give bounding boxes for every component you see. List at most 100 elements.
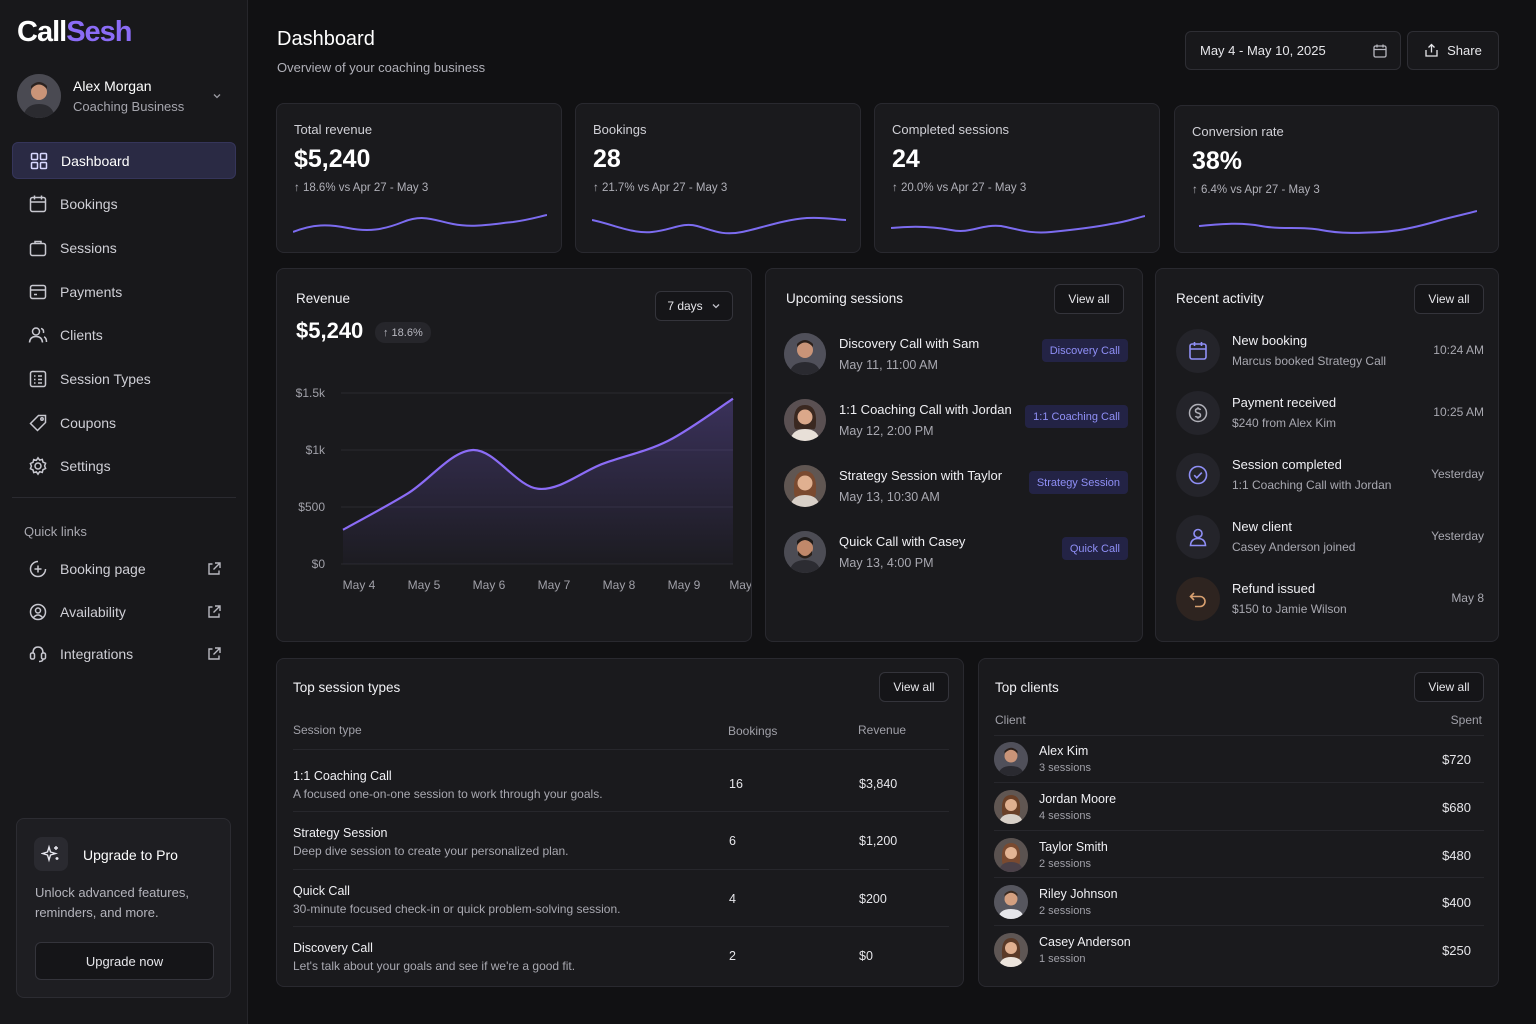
external-link-icon xyxy=(208,647,221,660)
availability-icon xyxy=(29,603,47,620)
column-header-revenue: Revenue xyxy=(858,723,907,737)
stat-change: ↑ 21.7% vs Apr 27 - May 3 xyxy=(593,182,728,194)
divider xyxy=(12,497,236,498)
table-row[interactable]: 1:1 Coaching Call A focused one-on-one s… xyxy=(293,769,898,801)
nav-item-dashboard[interactable]: Dashboard xyxy=(12,142,236,179)
list-item[interactable]: New client Casey Anderson joined Yesterd… xyxy=(1176,515,1484,559)
upgrade-now-button[interactable]: Upgrade now xyxy=(35,942,214,980)
tag-icon xyxy=(29,414,47,432)
table-row[interactable]: Jordan Moore 4 sessions $680 xyxy=(994,790,1484,826)
x-tick-label: May 6 xyxy=(473,578,506,592)
nav-item-coupons[interactable]: Coupons xyxy=(12,404,236,441)
divider xyxy=(994,830,1484,831)
table-row[interactable]: Taylor Smith 2 sessions $480 xyxy=(994,838,1484,874)
stat-value: 24 xyxy=(892,145,920,173)
list-item[interactable]: Payment received $240 from Alex Kim 10:2… xyxy=(1176,391,1484,435)
stat-change: ↑ 20.0% vs Apr 27 - May 3 xyxy=(892,182,1027,194)
nav-item-sessions[interactable]: Sessions xyxy=(12,229,236,266)
session-time: May 13, 4:00 PM xyxy=(839,556,934,570)
table-row[interactable]: Discovery Call Let's talk about your goa… xyxy=(293,941,873,973)
share-button[interactable]: Share xyxy=(1407,31,1499,70)
column-header-type: Session type xyxy=(293,723,362,737)
table-row[interactable]: Riley Johnson 2 sessions $400 xyxy=(994,885,1484,921)
quick-link-integrations[interactable]: Integrations xyxy=(12,635,236,673)
table-row[interactable]: Alex Kim 3 sessions $720 xyxy=(994,742,1484,778)
session-title: Quick Call with Casey xyxy=(839,534,966,549)
table-row[interactable]: Casey Anderson 1 session $250 xyxy=(994,933,1484,969)
session-title: Discovery Call with Sam xyxy=(839,336,980,351)
stat-card-bookings: Bookings 28 ↑ 21.7% vs Apr 27 - May 3 xyxy=(575,103,861,253)
upcoming-sessions-card: Upcoming sessions View all Discovery Cal… xyxy=(765,268,1143,642)
session-title: Strategy Session with Taylor xyxy=(839,468,1003,483)
view-all-clients-button[interactable]: View all xyxy=(1414,672,1484,702)
activity-time: Yesterday xyxy=(1431,467,1484,481)
stat-label: Bookings xyxy=(593,122,647,137)
stat-card-completed-sessions: Completed sessions 24 ↑ 20.0% vs Apr 27 … xyxy=(874,103,1160,253)
stat-card-conversion-rate: Conversion rate 38% ↑ 6.4% vs Apr 27 - M… xyxy=(1174,105,1499,253)
activity-detail: $240 from Alex Kim xyxy=(1232,416,1337,430)
nav-item-clients[interactable]: Clients xyxy=(12,317,236,354)
activity-detail: 1:1 Coaching Call with Jordan xyxy=(1232,478,1392,492)
range-select[interactable]: 7 days xyxy=(655,291,733,321)
nav-item-bookings[interactable]: Bookings xyxy=(12,186,236,223)
stat-value: 38% xyxy=(1192,147,1243,175)
avatar xyxy=(994,838,1028,872)
nav-item-settings[interactable]: Settings xyxy=(12,448,236,485)
main-nav: Dashboard Bookings Sessions Payments Cli… xyxy=(12,142,236,492)
column-header-spent: Spent xyxy=(1450,713,1482,727)
quick-links: Booking page Availability Integrations xyxy=(12,550,236,678)
avatar xyxy=(17,74,61,118)
session-time: May 13, 10:30 AM xyxy=(839,490,940,504)
activity-title: Recent activity xyxy=(1176,291,1264,306)
profile-switcher[interactable]: Alex Morgan Coaching Business xyxy=(17,74,232,118)
calendar-icon xyxy=(29,195,47,213)
table-row[interactable]: Quick Call 30-minute focused check-in or… xyxy=(293,884,887,916)
quick-link-availability[interactable]: Availability xyxy=(12,593,236,631)
upgrade-title: Upgrade to Pro xyxy=(83,847,178,863)
date-range-picker[interactable]: May 4 - May 10, 2025 xyxy=(1185,31,1401,70)
nav-item-payments[interactable]: Payments xyxy=(12,273,236,310)
upgrade-text: Unlock advanced features, reminders, and… xyxy=(35,885,189,920)
column-header-bookings: Bookings xyxy=(728,724,778,738)
calendar-icon xyxy=(1373,44,1387,58)
calendar-icon xyxy=(1176,329,1220,373)
top-session-types-card: Top session types View all Session type … xyxy=(276,658,964,987)
session-type-tag: Discovery Call xyxy=(1041,339,1128,362)
list-item[interactable]: 1:1 Coaching Call with Jordan May 12, 2:… xyxy=(784,399,1128,443)
revenue-value: $5,240 xyxy=(296,318,364,343)
list-item[interactable]: New booking Marcus booked Strategy Call … xyxy=(1176,329,1484,373)
x-tick-label: May 9 xyxy=(668,578,701,592)
nav-item-session-types[interactable]: Session Types xyxy=(12,360,236,397)
avatar xyxy=(784,465,826,507)
stat-label: Completed sessions xyxy=(892,122,1010,137)
view-all-session-types-button[interactable]: View all xyxy=(879,672,949,702)
briefcase-icon xyxy=(29,240,47,257)
session-type-tag: Strategy Session xyxy=(1028,471,1128,494)
list-item[interactable]: Discovery Call with Sam May 11, 11:00 AM… xyxy=(784,333,1128,377)
divider xyxy=(994,735,1484,736)
credit-card-icon xyxy=(29,284,47,299)
activity-title: Refund issued xyxy=(1232,581,1316,596)
dollar-icon xyxy=(1176,391,1220,435)
app-logo[interactable]: CallSesh xyxy=(17,16,133,48)
page-title: Dashboard xyxy=(277,28,375,50)
session-types-title: Top session types xyxy=(293,680,401,695)
page-subtitle: Overview of your coaching business xyxy=(277,60,486,75)
stat-change: ↑ 18.6% vs Apr 27 - May 3 xyxy=(294,182,429,194)
view-all-activity-button[interactable]: View all xyxy=(1414,284,1484,314)
table-row[interactable]: Strategy Session Deep dive session to cr… xyxy=(293,826,898,858)
view-all-sessions-button[interactable]: View all xyxy=(1054,284,1124,314)
list-item[interactable]: Refund issued $150 to Jamie Wilson May 8 xyxy=(1176,577,1484,621)
list-item[interactable]: Strategy Session with Taylor May 13, 10:… xyxy=(784,465,1128,509)
activity-detail: $150 to Jamie Wilson xyxy=(1232,602,1347,616)
quick-link-booking-page[interactable]: Booking page xyxy=(12,550,236,588)
y-tick-label: $1k xyxy=(306,443,326,457)
users-icon xyxy=(28,327,48,343)
activity-detail: Casey Anderson joined xyxy=(1232,540,1356,554)
x-tick-label: May 10 xyxy=(729,578,751,592)
user-icon xyxy=(1176,515,1220,559)
sparkline xyxy=(293,214,547,233)
list-item[interactable]: Quick Call with Casey May 13, 4:00 PM Qu… xyxy=(784,531,1128,575)
avatar xyxy=(994,885,1028,919)
list-item[interactable]: Session completed 1:1 Coaching Call with… xyxy=(1176,453,1484,497)
